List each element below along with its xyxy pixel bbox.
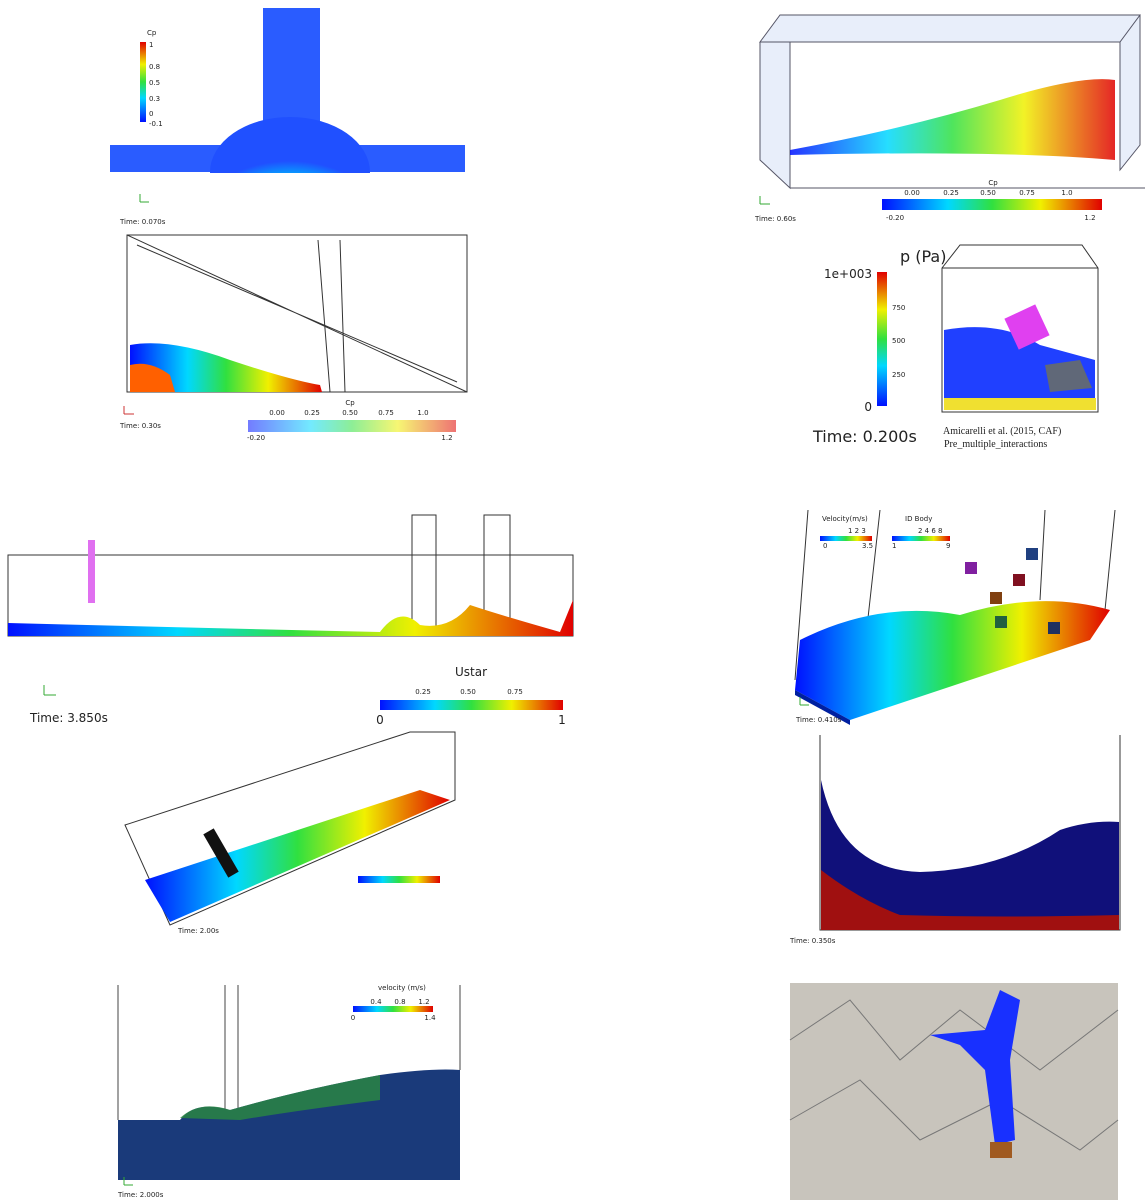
body xyxy=(995,616,1007,628)
time-label: Time: 0.350s xyxy=(789,937,836,945)
colorbar-tick: 0.8 xyxy=(394,998,405,1006)
colorbar xyxy=(877,272,887,406)
caption: Amicarelli et al. (2015, CAF) xyxy=(943,426,1061,437)
colorbar-tick: -0.20 xyxy=(886,214,904,222)
colorbar-tick: 1 2 3 xyxy=(848,527,866,535)
colorbar-tick: 1.4 xyxy=(424,1014,436,1022)
colorbar xyxy=(353,1006,433,1012)
colorbar-title: ID Body xyxy=(905,515,932,523)
time-label: Time: 0.410s xyxy=(795,716,842,724)
colorbar-tick: 500 xyxy=(892,337,905,345)
axis-glyph xyxy=(124,406,134,414)
colorbar-tick: 0 xyxy=(823,542,827,550)
colorbar-tick: -0.20 xyxy=(247,434,265,442)
colorbar-title: Cp xyxy=(345,399,355,407)
colorbar xyxy=(820,536,872,541)
body xyxy=(965,562,977,574)
colorbar-title: p (Pa) xyxy=(900,247,946,266)
body xyxy=(1026,548,1038,560)
gate xyxy=(88,540,95,603)
time-label: Time: 3.850s xyxy=(29,711,108,725)
colorbar-tick: 0 xyxy=(376,713,384,727)
colorbar-title: Cp xyxy=(988,179,998,187)
time-label: Time: 0.30s xyxy=(119,422,161,430)
deposit xyxy=(990,1142,1012,1158)
body xyxy=(990,592,1002,604)
colorbar xyxy=(892,536,950,541)
colorbar-tick: 0 xyxy=(351,1014,355,1022)
colorbar-tick: 0.75 xyxy=(378,409,394,417)
colorbar-tick: 0.8 xyxy=(149,63,160,71)
colorbar-tick: 1 xyxy=(892,542,896,550)
time-label: Time: 0.070s xyxy=(119,218,166,226)
colorbar-tick: 0.50 xyxy=(460,688,476,696)
colorbar-tick: 1.2 xyxy=(418,998,429,1006)
time-label: Time: 0.200s xyxy=(812,427,917,446)
colorbar-tick: 0.00 xyxy=(269,409,285,417)
colorbar-tick: 9 xyxy=(946,542,950,550)
colorbar-tick: 0.3 xyxy=(149,95,160,103)
colorbar-tick: 1.0 xyxy=(1061,189,1072,197)
colorbar-tick: 0 xyxy=(149,110,153,118)
colorbar-tick: 0.25 xyxy=(943,189,959,197)
colorbar-tick: 0.75 xyxy=(507,688,523,696)
fluid xyxy=(145,790,450,922)
colorbar-tick: 0 xyxy=(864,400,872,414)
time-label: Time: 0.60s xyxy=(754,215,796,223)
colorbar-title: Velocity(m/s) xyxy=(822,515,868,523)
time-label: Time: 2.000s xyxy=(117,1191,164,1199)
fluid xyxy=(118,1070,460,1180)
colorbar-tick: 0.75 xyxy=(1019,189,1035,197)
fluid-bottom xyxy=(944,398,1096,410)
body: Cp 1 0.8 0.5 0.3 0 -0.1 Time: 0.070s Cp … xyxy=(0,0,1145,1202)
colorbar-title: Cp xyxy=(147,29,157,37)
caption: Pre_multiple_interactions xyxy=(944,439,1047,450)
colorbar-title: Ustar xyxy=(455,665,487,679)
axis-glyph xyxy=(760,196,770,204)
colorbar-tick: 1.2 xyxy=(1084,214,1095,222)
figure: Cp 1 0.8 0.5 0.3 0 -0.1 Time: 0.070s Cp … xyxy=(0,0,1145,1202)
axis-glyph xyxy=(44,685,56,695)
colorbar xyxy=(358,876,440,883)
colorbar xyxy=(248,420,456,432)
colorbar-tick: 1 xyxy=(149,41,153,49)
fluid xyxy=(795,601,1110,720)
fluid xyxy=(8,600,573,636)
colorbar-tick: 1.0 xyxy=(417,409,428,417)
colorbar-tick: 0.00 xyxy=(904,189,920,197)
colorbar-tick: 2 4 6 8 xyxy=(918,527,943,535)
colorbar-tick: 0.5 xyxy=(149,79,160,87)
body xyxy=(1048,622,1060,634)
time-label: Time: 2.00s xyxy=(177,927,219,935)
colorbar xyxy=(882,199,1102,210)
colorbar-tick: 250 xyxy=(892,371,905,379)
colorbar-tick: 1.2 xyxy=(441,434,452,442)
colorbar-tick: -0.1 xyxy=(149,120,163,128)
colorbar xyxy=(380,700,563,710)
colorbar-tick: 0.50 xyxy=(342,409,358,417)
colorbar-tick: 1e+003 xyxy=(824,267,872,281)
colorbar-tick: 3.5 xyxy=(862,542,873,550)
colorbar-tick: 0.50 xyxy=(980,189,996,197)
colorbar xyxy=(140,42,146,122)
colorbar-tick: 0.25 xyxy=(415,688,431,696)
colorbar-title: velocity (m/s) xyxy=(378,984,426,992)
colorbar-tick: 750 xyxy=(892,304,905,312)
colorbar-tick: 1 xyxy=(558,713,566,727)
page: Simulation renders {"panels": [ {"colorb… xyxy=(0,0,1145,1202)
fluid xyxy=(790,79,1115,160)
colorbar-tick: 0.4 xyxy=(370,998,382,1006)
colorbar-tick: 0.25 xyxy=(304,409,320,417)
body xyxy=(1013,574,1025,586)
